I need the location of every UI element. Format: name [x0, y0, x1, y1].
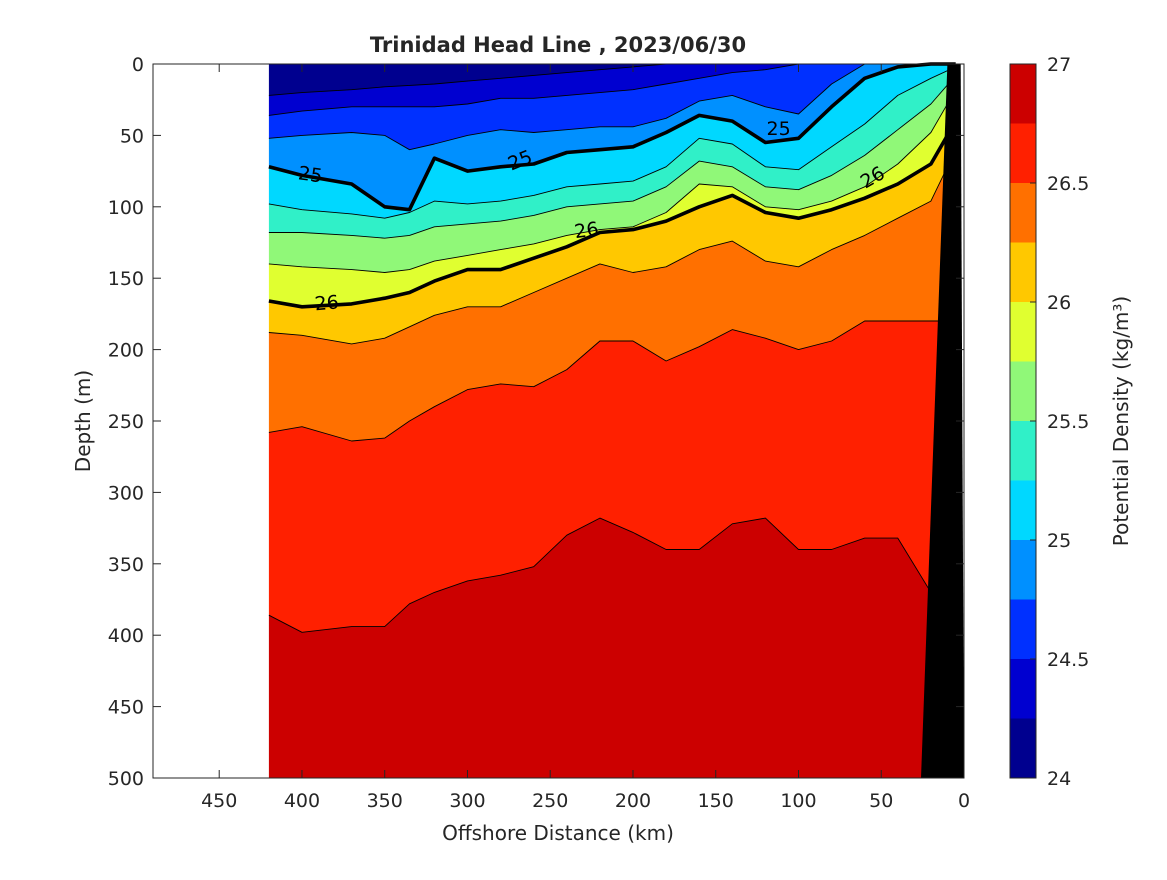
colorbar-tick-label: 27 [1047, 54, 1071, 76]
isopycnal-line-25-25 [268, 66, 956, 219]
isopycnal-line-26-75 [268, 517, 957, 664]
colorbar-swatch-3 [1010, 540, 1036, 600]
density-band-3 [268, 64, 956, 210]
colorbar-tick-label: 24.5 [1047, 649, 1089, 671]
density-band-1 [268, 64, 956, 116]
density-band-2 [268, 64, 956, 150]
y-tick-label: 200 [108, 340, 144, 362]
y-tick-label: 150 [108, 268, 144, 290]
isopycnal-line-25-5 [268, 75, 957, 239]
x-tick-label: 200 [615, 790, 651, 812]
x-tick-label: 250 [532, 790, 568, 812]
colorbar-tick-label: 25 [1047, 530, 1071, 552]
y-tick-label: 500 [108, 768, 144, 790]
colorbar-swatch-8 [1010, 242, 1036, 302]
colorbar-tick-label: 26.5 [1047, 173, 1089, 195]
density-band-6 [268, 75, 956, 273]
isopycnal-line-25-75 [268, 89, 957, 273]
isopycnal-line-24-75 [268, 63, 956, 151]
colorbar-tick-label: 26 [1047, 292, 1071, 314]
y-tick-label: 100 [108, 197, 144, 219]
y-tick-label: 250 [108, 411, 144, 433]
isopycnal-line-25 [268, 62, 956, 212]
y-tick-label: 450 [108, 697, 144, 719]
colorbar-swatch-7 [1010, 302, 1036, 362]
colorbar-swatch-2 [1010, 599, 1036, 659]
colorbar-tick-label: 25.5 [1047, 411, 1089, 433]
x-tick-label: 100 [780, 790, 816, 812]
density-band-7 [268, 89, 956, 307]
density-band-5 [268, 66, 956, 239]
colorbar-swatch-11 [1010, 64, 1036, 124]
y-tick-label: 300 [108, 482, 144, 504]
x-tick-label: 0 [958, 790, 970, 812]
contour-label-2: 25 [767, 118, 791, 140]
colorbar-swatch-9 [1010, 183, 1036, 243]
colorbar-swatch-6 [1010, 361, 1036, 421]
y-tick-label: 350 [108, 554, 144, 576]
x-tick-label: 450 [201, 790, 237, 812]
density-band-4 [268, 64, 956, 219]
isopycnal-line-26-5 [268, 320, 956, 442]
contour-label-0: 25 [297, 162, 324, 187]
y-tick-label: 0 [132, 54, 144, 76]
x-tick-label: 50 [869, 790, 893, 812]
x-tick-label: 350 [367, 790, 403, 812]
colorbar-swatch-0 [1010, 718, 1036, 778]
contour-label-4: 26 [573, 218, 600, 243]
bathymetry-shelf [921, 64, 964, 778]
x-tick-label: 300 [449, 790, 485, 812]
colorbar-tick-label: 24 [1047, 768, 1071, 790]
contour-label-3: 26 [314, 291, 340, 315]
y-axis-label: Depth (m) [71, 370, 95, 472]
density-band-9 [268, 149, 956, 441]
density-band-11 [268, 518, 956, 778]
colorbar-swatch-10 [1010, 123, 1036, 183]
isopycnal-line-26 [268, 120, 958, 309]
x-tick-label: 150 [698, 790, 734, 812]
chart-title: Trinidad Head Line , 2023/06/30 [370, 33, 746, 57]
x-tick-label: 400 [284, 790, 320, 812]
y-tick-label: 50 [120, 125, 144, 147]
colorbar: 24 24.5 25 25.5 26 26.5 27 [1009, 54, 1089, 790]
colorbar-swatch-1 [1010, 659, 1036, 719]
y-tick-label: 400 [108, 625, 144, 647]
density-band-10 [268, 321, 956, 664]
x-axis-label: Offshore Distance (km) [442, 821, 674, 845]
colorbar-swatch-5 [1010, 421, 1036, 481]
isopycnal-line-26-25 [268, 149, 957, 345]
colorbar-label: Potential Density (kg/m³) [1109, 296, 1133, 547]
colorbar-swatch-4 [1010, 480, 1036, 540]
axes: 450 400 350 300 250 200 150 100 50 00501001502002… [108, 54, 970, 812]
density-band-0 [268, 64, 956, 96]
